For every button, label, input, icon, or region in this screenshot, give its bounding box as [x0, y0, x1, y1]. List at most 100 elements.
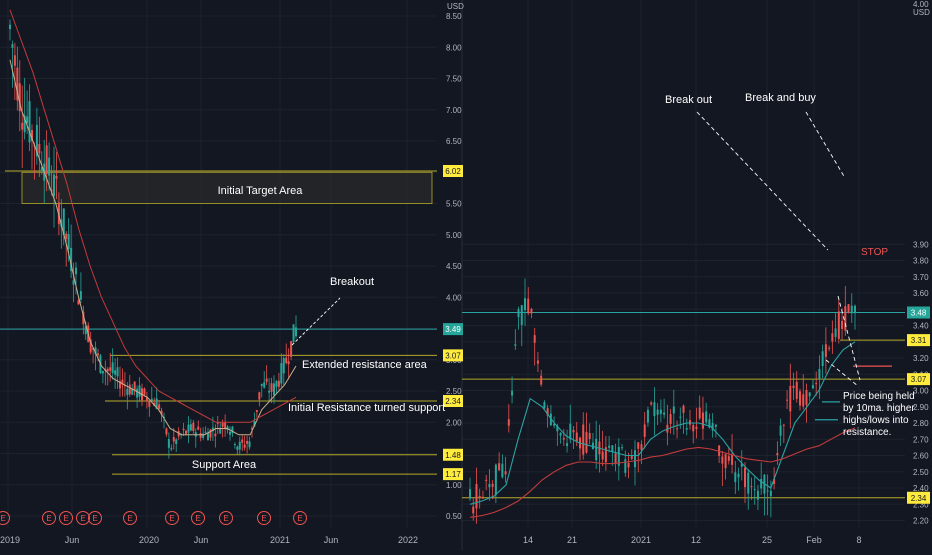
ma-red-line: [469, 427, 856, 518]
y-tick-left: 5.00: [446, 231, 462, 240]
candle-body: [491, 483, 494, 487]
label-break-out: Break out: [665, 94, 712, 106]
price-badge-left-text: 1.48: [445, 451, 461, 460]
candle-body: [595, 438, 598, 461]
candle-body: [682, 405, 685, 413]
candle-body: [663, 412, 666, 415]
event-marker: [88, 511, 102, 525]
candle-body: [172, 436, 175, 442]
candle-body: [216, 422, 219, 424]
candle-body: [48, 157, 51, 176]
y-tick-left: 2.50: [446, 387, 462, 396]
candle-body: [57, 202, 60, 225]
candle-body: [79, 291, 82, 300]
candle-body: [77, 300, 80, 305]
price-badge-right-text: 2.34: [911, 494, 927, 503]
x-tick-left: 2019: [0, 535, 20, 545]
candle-body: [11, 44, 14, 48]
candle-body: [844, 306, 847, 331]
y-tick-left: 8.50: [446, 12, 462, 21]
candle-body: [255, 410, 258, 412]
candle-body: [270, 383, 273, 392]
right-chart-panel[interactable]: [462, 111, 905, 524]
y-tick-right: 3.00: [913, 387, 929, 396]
annotations: Initial Target Area Breakout Extended re…: [192, 0, 930, 471]
candle-body: [165, 428, 168, 435]
label-breakout: Breakout: [330, 276, 374, 288]
x-tick-right: 2021: [631, 535, 651, 545]
y-tick-right: 3.20: [913, 354, 929, 363]
candle-body: [727, 456, 730, 461]
candle-body: [260, 383, 263, 386]
candle-body: [295, 327, 297, 337]
candle-body: [776, 453, 779, 456]
candle-body: [128, 384, 131, 395]
label-extended-resistance: Extended resistance area: [302, 359, 428, 371]
candle-body: [530, 309, 533, 314]
candle-body: [97, 353, 99, 356]
held-arrow: [837, 295, 861, 381]
candle-body: [672, 406, 675, 414]
candle-body: [280, 363, 283, 384]
y-tick-right: 3.40: [913, 322, 929, 331]
candle-body: [75, 267, 77, 275]
candle-body: [854, 305, 856, 314]
event-marker-letter: E: [80, 514, 85, 523]
price-badge-left: [443, 448, 463, 461]
candle-body: [26, 116, 29, 124]
candle-body: [637, 442, 640, 449]
candle-body: [737, 473, 740, 478]
candle-body: [779, 425, 782, 436]
candle-body: [89, 339, 92, 353]
candle-body: [50, 189, 53, 192]
candle-body: [16, 67, 19, 101]
candle-body: [656, 409, 659, 415]
candle-body: [197, 426, 200, 430]
candle-body: [155, 398, 158, 409]
candle-body: [92, 348, 95, 350]
candle-body: [841, 320, 844, 329]
candle-body: [659, 409, 662, 415]
x-tick-left: 2020: [139, 535, 159, 545]
candle-body: [109, 367, 112, 371]
price-badge-left-text: 6.02: [445, 167, 461, 176]
price-badge-left-text: 1.17: [445, 470, 461, 479]
candle-body: [650, 402, 653, 405]
candle-body: [241, 439, 244, 443]
label-initial-target-area: Initial Target Area: [218, 185, 304, 197]
candle-body: [740, 463, 743, 467]
candle-body: [292, 324, 295, 343]
candle-body: [782, 424, 785, 426]
candle-body: [524, 298, 526, 311]
candle-body: [287, 361, 290, 365]
y-tick-right: 2.90: [913, 403, 929, 412]
candle-body: [837, 311, 840, 339]
event-marker: [165, 511, 179, 525]
candle-body: [248, 441, 251, 448]
breakout-arrow: [291, 297, 341, 346]
candle-body: [143, 388, 146, 395]
candle-body: [718, 445, 721, 456]
x-tick-right: 21: [567, 535, 577, 545]
candle-body: [679, 416, 682, 418]
candle-body: [792, 385, 795, 389]
candle-body: [40, 167, 43, 172]
candle-body: [31, 130, 33, 141]
candle-body: [646, 409, 649, 423]
candle-body: [760, 478, 763, 489]
candle-body: [35, 124, 38, 157]
candle-body: [624, 459, 627, 473]
candle-body: [766, 490, 769, 492]
candle-body: [53, 174, 55, 197]
y-tick-left: 4.00: [446, 293, 462, 302]
candle-body: [263, 382, 266, 388]
price-badge-right: [907, 334, 930, 347]
x-tick-right: Feb: [806, 535, 822, 545]
candle-body: [21, 122, 24, 130]
candle-body: [192, 422, 195, 431]
price-badge-right-text: 3.48: [911, 309, 927, 318]
candle-body: [795, 381, 798, 399]
